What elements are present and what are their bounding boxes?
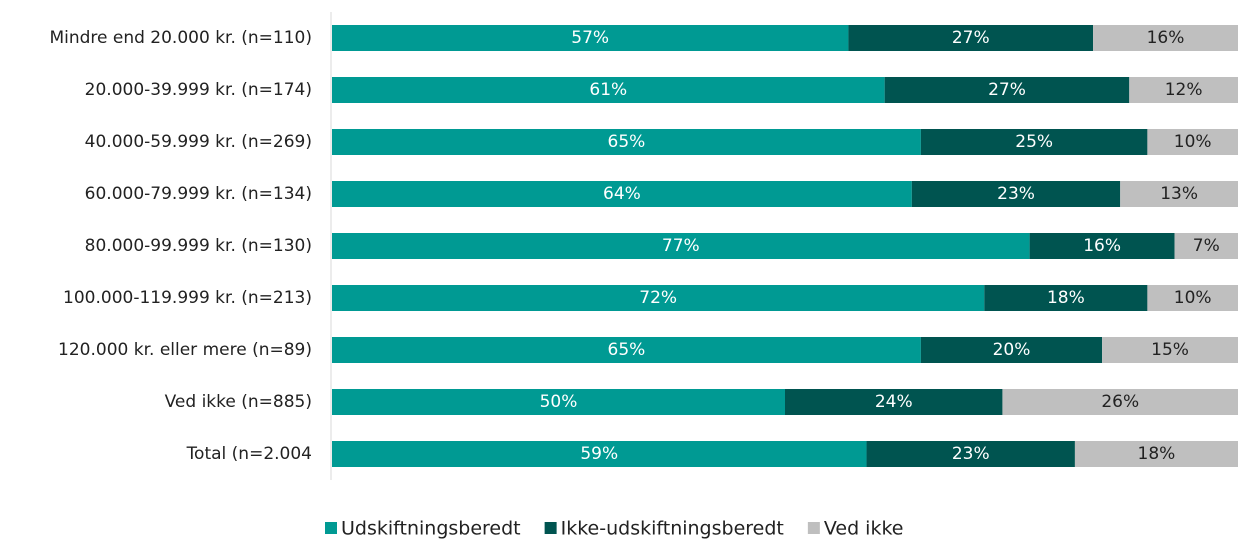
y-tick-label: Ved ikke (n=885) xyxy=(165,392,312,412)
y-tick-label: 100.000-119.999 kr. (n=213) xyxy=(63,288,312,308)
data-label: 59% xyxy=(580,444,618,464)
bar-segment xyxy=(332,389,785,415)
legend-label: Ved ikke xyxy=(824,518,904,540)
data-label: 27% xyxy=(988,80,1026,100)
data-label: 16% xyxy=(1083,236,1121,256)
data-label: 7% xyxy=(1193,236,1220,256)
y-tick-label: Total (n=2.004 xyxy=(186,444,312,464)
data-label: 23% xyxy=(997,184,1035,204)
data-label: 12% xyxy=(1165,80,1203,100)
data-label: 26% xyxy=(1101,392,1139,412)
data-label: 23% xyxy=(952,444,990,464)
bar-segment xyxy=(1120,181,1238,207)
bar-segment xyxy=(884,77,1130,103)
bar-segment xyxy=(920,129,1148,155)
bar-segment xyxy=(1074,441,1238,467)
bar-segment xyxy=(332,25,849,51)
data-label: 20% xyxy=(993,340,1031,360)
bar-segment xyxy=(866,441,1075,467)
legend-label: Ikke-udskiftningsberedt xyxy=(561,518,784,540)
data-label: 18% xyxy=(1047,288,1085,308)
bar-segment xyxy=(920,337,1103,363)
bar-segment xyxy=(1102,337,1238,363)
bar-segment xyxy=(332,129,921,155)
data-label: 25% xyxy=(1015,132,1053,152)
bar-segment xyxy=(1129,77,1238,103)
y-tick-label: 20.000-39.999 kr. (n=174) xyxy=(85,80,312,100)
bar-segment xyxy=(1093,25,1238,51)
bar-segment xyxy=(332,285,985,311)
data-label: 15% xyxy=(1151,340,1189,360)
bar-segment xyxy=(332,441,867,467)
data-label: 61% xyxy=(589,80,627,100)
bar-segment xyxy=(332,233,1030,259)
data-label: 65% xyxy=(608,340,646,360)
data-label: 18% xyxy=(1138,444,1176,464)
bar-segment xyxy=(911,181,1121,207)
y-tick-label: 80.000-99.999 kr. (n=130) xyxy=(85,236,312,256)
data-label: 13% xyxy=(1160,184,1198,204)
data-label: 10% xyxy=(1174,132,1212,152)
data-label: 10% xyxy=(1174,288,1212,308)
bar-segment xyxy=(785,389,1003,415)
y-tick-label: 120.000 kr. eller mere (n=89) xyxy=(58,340,312,360)
bar-segment xyxy=(332,77,885,103)
legend-swatch xyxy=(544,522,557,534)
bar-segment xyxy=(332,337,921,363)
legend-swatch xyxy=(325,522,337,534)
bar-segment xyxy=(1002,389,1238,415)
data-label: 27% xyxy=(952,28,990,48)
bar-segment xyxy=(848,25,1094,51)
data-label: 50% xyxy=(540,392,578,412)
y-tick-label: Mindre end 20.000 kr. (n=110) xyxy=(49,28,312,48)
bar-segment xyxy=(1174,233,1238,259)
data-label: 77% xyxy=(662,236,700,256)
bar-segment xyxy=(1147,285,1238,311)
data-label: 57% xyxy=(571,28,609,48)
bar-segment xyxy=(1147,129,1238,155)
bar-segment xyxy=(332,181,912,207)
legend-label: Udskiftningsberedt xyxy=(341,518,521,540)
data-label: 16% xyxy=(1147,28,1185,48)
data-label: 64% xyxy=(603,184,641,204)
data-label: 72% xyxy=(639,288,677,308)
legend-swatch xyxy=(807,522,820,534)
y-tick-label: 60.000-79.999 kr. (n=134) xyxy=(85,184,312,204)
data-label: 65% xyxy=(608,132,646,152)
y-tick-label: 40.000-59.999 kr. (n=269) xyxy=(85,132,312,152)
data-label: 24% xyxy=(875,392,913,412)
bar-segment xyxy=(984,285,1148,311)
bar-segment xyxy=(1029,233,1175,259)
